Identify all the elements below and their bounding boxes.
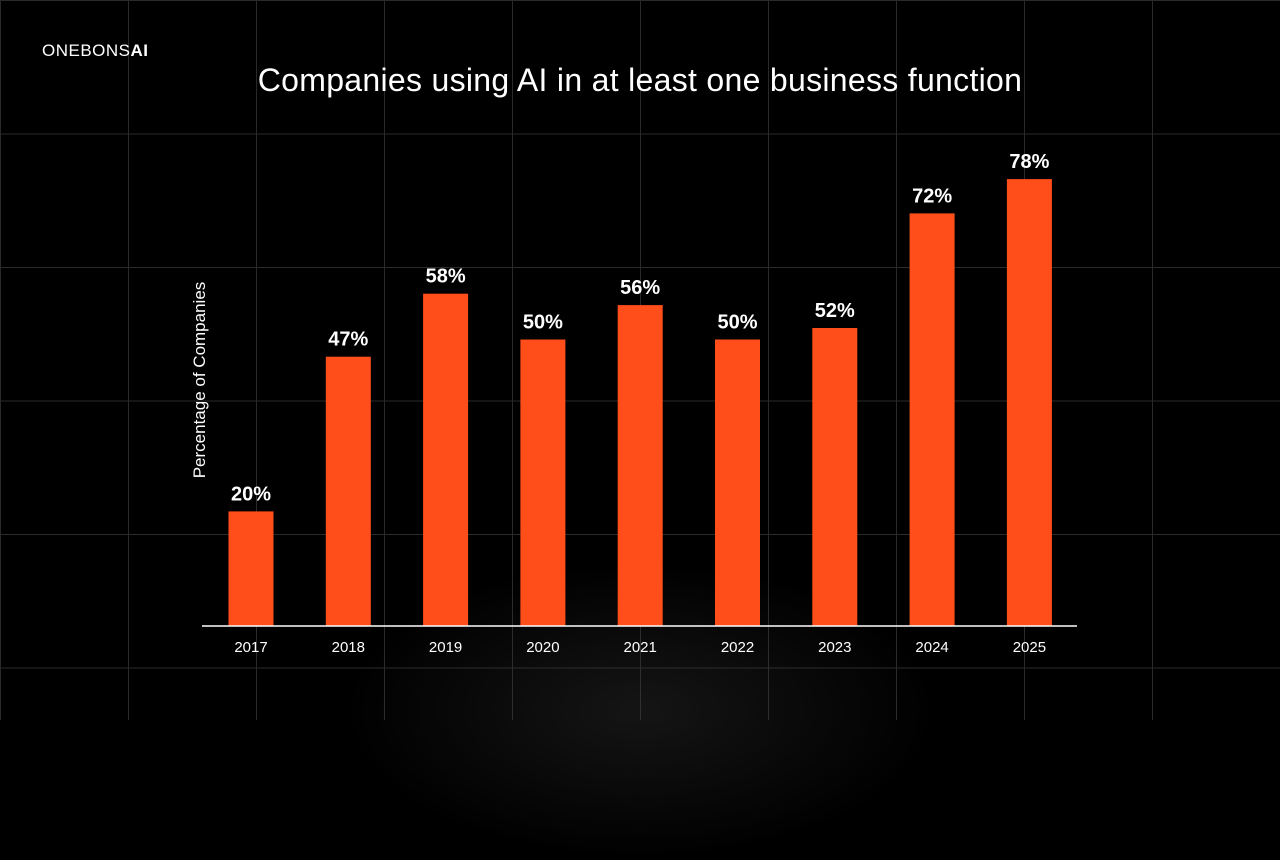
brand-logo: ONEBONSAI xyxy=(42,41,149,61)
x-tick-2025: 2025 xyxy=(1013,639,1046,656)
x-tick-2020: 2020 xyxy=(526,639,559,656)
x-tick-2019: 2019 xyxy=(429,639,462,656)
bar-2025 xyxy=(1006,179,1052,626)
bar-chart: 20% 47% 58% 50% 56% 50% 52% 72% 78% 2017 2018 2019… xyxy=(190,151,1077,656)
value-label-2020: 50% xyxy=(523,312,563,334)
bar-2024 xyxy=(909,213,955,626)
value-label-2019: 58% xyxy=(426,266,466,288)
x-tick-2024: 2024 xyxy=(915,639,948,656)
value-label-2022: 50% xyxy=(717,312,757,334)
brand-name-bold: AI xyxy=(130,41,149,60)
value-label-2025: 78% xyxy=(1009,151,1049,173)
x-tick-2021: 2021 xyxy=(624,639,657,656)
bar-2020 xyxy=(520,339,566,626)
bars-group: 20% 47% 58% 50% 56% 50% 52% 72% 78% xyxy=(228,151,1052,626)
x-tick-labels: 2017 2018 2019 2020 2021 2022 2023 2024 2025 xyxy=(234,639,1046,656)
x-tick-2023: 2023 xyxy=(818,639,851,656)
value-label-2018: 47% xyxy=(328,329,368,351)
value-label-2017: 20% xyxy=(231,483,271,505)
brand-name-regular: ONEBONS xyxy=(42,41,131,60)
bar-2021 xyxy=(617,305,663,626)
x-tick-2018: 2018 xyxy=(332,639,365,656)
x-tick-2022: 2022 xyxy=(721,639,754,656)
bar-2019 xyxy=(423,293,469,626)
value-label-2023: 52% xyxy=(815,300,855,322)
value-label-2021: 56% xyxy=(620,277,660,299)
bar-2023 xyxy=(812,328,858,626)
chart-title: Companies using AI in at least one busin… xyxy=(257,62,1023,98)
y-axis-label: Percentage of Companies xyxy=(190,282,209,479)
x-tick-2017: 2017 xyxy=(234,639,267,656)
value-label-2024: 72% xyxy=(912,185,952,207)
bar-2022 xyxy=(715,339,760,626)
bar-2018 xyxy=(325,356,371,626)
bar-2017 xyxy=(228,511,274,626)
